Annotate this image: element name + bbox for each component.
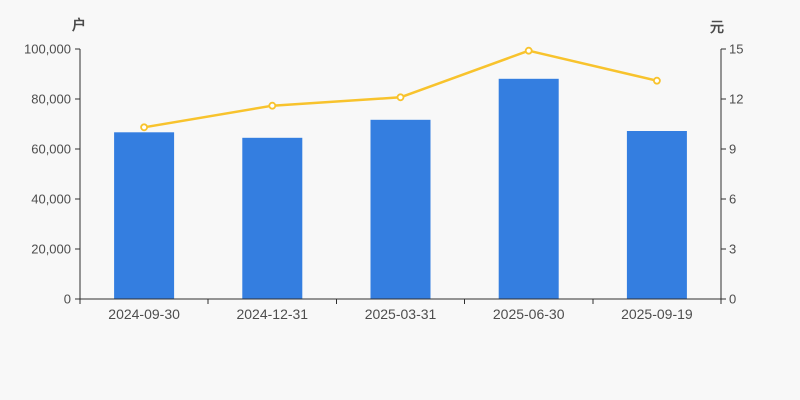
bar[interactable]: [498, 78, 559, 300]
bar[interactable]: [242, 137, 303, 300]
x-tick-label: 2024-12-31: [236, 306, 308, 322]
line-point[interactable]: [524, 46, 533, 55]
bar[interactable]: [114, 132, 175, 300]
x-tick-label: 2025-03-31: [365, 306, 437, 322]
right-tick-label: 9: [729, 142, 736, 157]
left-tick-label: 40,000: [31, 192, 71, 207]
left-tick-label: 80,000: [31, 92, 71, 107]
bar[interactable]: [626, 131, 687, 299]
left-axis-title: 户: [72, 17, 86, 33]
left-tick-label: 0: [64, 292, 71, 307]
right-tick-label: 12: [729, 92, 743, 107]
right-tick-label: 0: [729, 292, 736, 307]
right-tick-label: 15: [729, 42, 743, 57]
right-tick-label: 3: [729, 242, 736, 257]
right-axis-title: 元: [710, 19, 724, 35]
line-point[interactable]: [396, 93, 405, 102]
line-point[interactable]: [653, 76, 661, 85]
trend-line: [142, 49, 659, 129]
line-point[interactable]: [140, 123, 149, 132]
x-tick-label: 2024-09-30: [108, 306, 180, 322]
bar[interactable]: [370, 119, 431, 300]
x-tick-label: 2025-09-19: [621, 306, 693, 322]
x-tick-label: 2025-06-30: [493, 306, 565, 322]
left-tick-label: 20,000: [31, 242, 71, 257]
right-tick-label: 6: [729, 192, 736, 207]
left-tick-label: 60,000: [31, 142, 71, 157]
line-point[interactable]: [268, 101, 277, 110]
left-tick-label: 100,000: [24, 42, 71, 57]
